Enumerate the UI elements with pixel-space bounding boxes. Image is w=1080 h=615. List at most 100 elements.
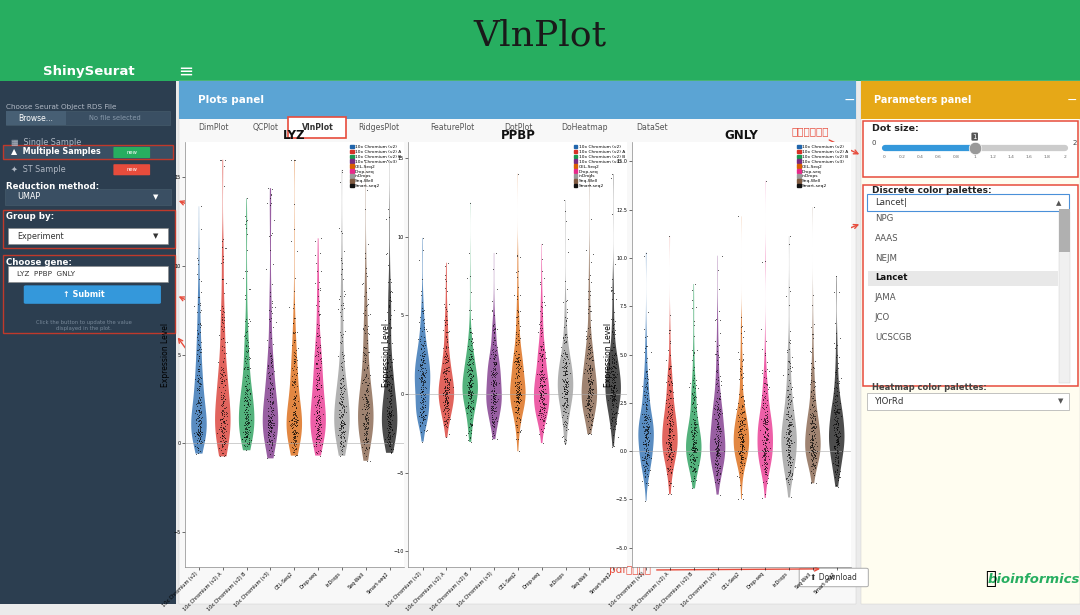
Point <box>357 423 375 433</box>
Point <box>801 379 819 389</box>
Point <box>802 419 820 429</box>
Point <box>555 399 572 408</box>
Point <box>330 295 348 304</box>
Point <box>510 352 527 362</box>
Point <box>310 285 327 295</box>
Point <box>661 431 678 441</box>
Point <box>258 394 275 403</box>
Point <box>382 365 400 375</box>
Point <box>780 451 797 461</box>
Point <box>828 437 846 447</box>
Point <box>758 400 775 410</box>
Point <box>556 207 573 216</box>
Point <box>380 403 397 413</box>
Point <box>484 337 501 347</box>
Point <box>487 248 504 258</box>
Point <box>580 344 597 354</box>
Point <box>556 276 573 286</box>
Point <box>216 450 233 460</box>
Point <box>832 466 849 476</box>
Point <box>487 396 504 406</box>
Point <box>237 402 254 411</box>
Point <box>806 419 823 429</box>
Point <box>312 356 329 366</box>
Point <box>688 427 705 437</box>
Point <box>731 448 748 458</box>
Point <box>826 415 843 425</box>
Point <box>638 373 656 383</box>
Point <box>462 407 480 416</box>
Point <box>685 445 702 454</box>
Point <box>826 467 843 477</box>
Point <box>805 423 822 432</box>
Point <box>684 392 701 402</box>
Point <box>825 419 842 429</box>
Point <box>685 442 702 451</box>
Point <box>532 320 550 330</box>
Point <box>505 396 523 406</box>
Point <box>642 466 659 475</box>
Point <box>357 301 375 311</box>
Point <box>536 389 553 399</box>
Point <box>215 355 232 365</box>
Point <box>509 250 526 260</box>
Point <box>240 438 257 448</box>
Point <box>604 352 621 362</box>
Point <box>462 287 480 297</box>
Point <box>754 402 771 411</box>
Point <box>285 337 302 347</box>
Point <box>288 421 306 430</box>
Point <box>733 458 751 467</box>
Point <box>754 451 771 461</box>
Point <box>828 446 846 456</box>
Point <box>190 397 207 407</box>
Point <box>311 248 328 258</box>
Point <box>782 418 799 427</box>
Point <box>486 379 503 389</box>
Point <box>582 419 599 429</box>
Point <box>261 437 279 446</box>
Point <box>188 414 205 424</box>
Point <box>438 403 456 413</box>
Point <box>685 398 702 408</box>
Point <box>782 461 799 470</box>
Point <box>829 475 847 485</box>
Point <box>732 322 750 332</box>
Point <box>756 443 773 453</box>
Point <box>511 378 528 388</box>
Text: No file selected: No file selected <box>89 115 140 121</box>
Point <box>532 365 550 375</box>
Point <box>237 435 254 445</box>
Point <box>237 395 254 405</box>
Point <box>382 383 400 392</box>
Point <box>758 379 775 389</box>
Point <box>686 466 703 475</box>
Point <box>334 420 351 430</box>
Point <box>380 418 397 427</box>
Point <box>192 400 210 410</box>
Point <box>581 360 598 370</box>
Point <box>684 445 701 455</box>
Point <box>413 386 430 396</box>
Point <box>753 415 770 424</box>
Point <box>825 287 842 297</box>
Point <box>285 354 302 363</box>
Point <box>261 376 279 386</box>
Point <box>440 403 457 413</box>
Point <box>581 344 598 354</box>
Point <box>661 416 678 426</box>
Point <box>806 405 823 415</box>
Point <box>510 335 527 345</box>
Point <box>603 365 620 375</box>
Point <box>602 384 619 394</box>
Point <box>554 413 571 423</box>
Point <box>191 434 208 444</box>
Point <box>536 273 553 283</box>
Point <box>755 415 772 424</box>
FancyBboxPatch shape <box>0 0 1080 81</box>
Point <box>381 388 399 398</box>
Point <box>215 417 232 427</box>
Point <box>416 410 433 419</box>
Point <box>829 440 847 450</box>
Point <box>310 301 327 311</box>
